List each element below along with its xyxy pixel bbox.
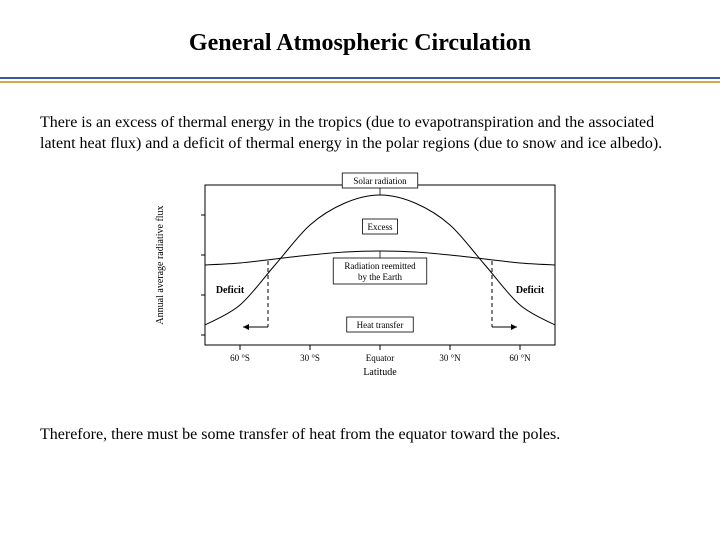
- svg-text:Heat transfer: Heat transfer: [357, 320, 404, 330]
- svg-text:30 °N: 30 °N: [439, 353, 461, 363]
- svg-text:Radiation reemitted: Radiation reemitted: [344, 261, 416, 271]
- svg-text:60 °N: 60 °N: [509, 353, 531, 363]
- title-divider: [0, 77, 720, 83]
- svg-text:by the Earth: by the Earth: [358, 272, 402, 282]
- chart-container: Annual average radiative flux 60 °S 30 °S E…: [0, 165, 720, 395]
- svg-text:Latitude: Latitude: [363, 367, 397, 378]
- page-title: General Atmospheric Circulation: [0, 0, 720, 77]
- radiative-flux-chart: Annual average radiative flux 60 °S 30 °S E…: [145, 170, 575, 390]
- svg-text:Excess: Excess: [368, 222, 393, 232]
- svg-text:Deficit: Deficit: [216, 285, 245, 296]
- paragraph-conclusion: Therefore, there must be some transfer o…: [0, 395, 720, 456]
- svg-text:Annual average radiative flux: Annual average radiative flux: [155, 205, 166, 324]
- svg-text:60 °S: 60 °S: [230, 353, 250, 363]
- svg-text:Deficit: Deficit: [516, 285, 545, 296]
- svg-text:Equator: Equator: [366, 353, 395, 363]
- svg-text:30 °S: 30 °S: [300, 353, 320, 363]
- paragraph-intro: There is an excess of thermal energy in …: [0, 83, 720, 165]
- svg-text:Solar radiation: Solar radiation: [353, 176, 407, 186]
